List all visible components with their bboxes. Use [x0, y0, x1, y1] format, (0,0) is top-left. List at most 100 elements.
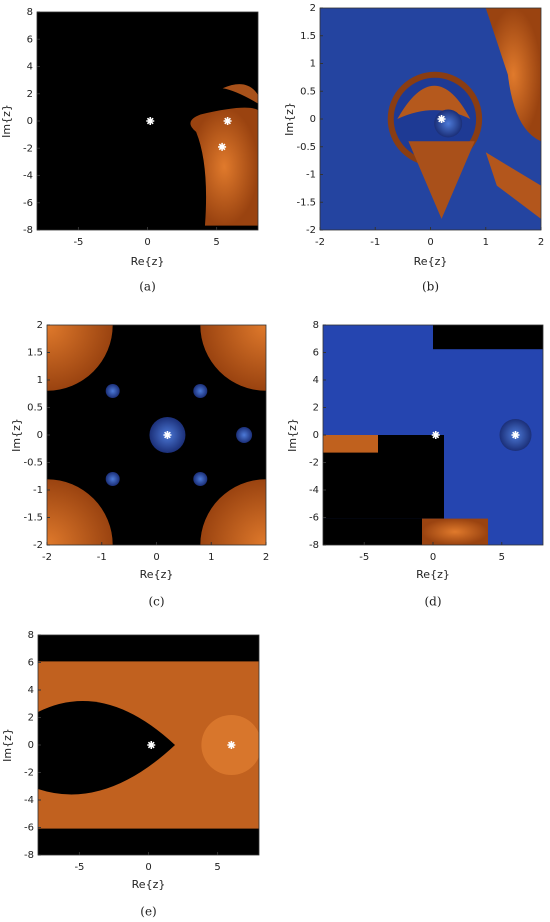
- x-axis-label: Re{z}: [416, 568, 450, 581]
- basin: [200, 479, 266, 545]
- y-tick-label: 0: [37, 430, 43, 441]
- basin: [105, 472, 120, 486]
- fixed-point-marker: [163, 431, 172, 439]
- basin: [485, 152, 541, 219]
- y-tick-label: 6: [27, 34, 33, 45]
- y-axis-label: Im{z}: [1, 728, 14, 762]
- x-tick-label: 0: [153, 552, 159, 563]
- y-tick-label: 4: [28, 685, 34, 696]
- fixed-point-marker: [147, 741, 156, 749]
- x-tick-label: 5: [499, 552, 505, 563]
- panel-label: (c): [148, 595, 164, 609]
- panel: -5 0 5 -8 -6 -4 -2 0 2 4 6 8 Re{z} Im{z} (a): [0, 7, 259, 294]
- basin: [105, 384, 120, 398]
- y-tick-label: -0.5: [23, 458, 43, 469]
- x-axis-label: Re{z}: [131, 255, 165, 268]
- panel-label: (a): [139, 280, 156, 294]
- x-tick-label: -5: [73, 237, 83, 248]
- x-tick-label: 2: [263, 552, 269, 563]
- x-tick-label: 1: [208, 552, 214, 563]
- basin: [408, 141, 475, 219]
- y-tick-label: -0.5: [296, 142, 316, 153]
- x-tick-label: -2: [42, 552, 52, 563]
- x-tick-label: 5: [213, 237, 219, 248]
- basin: [47, 325, 113, 391]
- y-tick-label: 4: [27, 62, 33, 73]
- y-axis-label: Im{z}: [10, 418, 23, 452]
- y-tick-label: -2: [309, 458, 319, 469]
- y-tick-label: -2: [23, 143, 33, 154]
- y-tick-label: 8: [27, 7, 33, 18]
- basin: [47, 479, 113, 545]
- y-tick-label: 1.5: [27, 348, 43, 359]
- y-axis-label: Im{z}: [286, 418, 299, 452]
- basin: [193, 384, 208, 398]
- x-tick-label: -5: [74, 862, 84, 873]
- y-tick-label: -1.5: [23, 513, 43, 524]
- y-tick-label: 0: [28, 740, 34, 751]
- basin: [433, 325, 543, 350]
- y-tick-label: 0: [313, 430, 319, 441]
- y-tick-label: -2: [24, 768, 34, 779]
- y-tick-label: 2: [313, 403, 319, 414]
- x-tick-label: -5: [359, 552, 369, 563]
- y-tick-label: 2: [37, 320, 43, 331]
- fixed-point-marker: [146, 117, 155, 125]
- basin: [38, 701, 176, 795]
- y-tick-label: 0: [310, 114, 316, 125]
- x-tick-label: 0: [145, 862, 151, 873]
- y-tick-label: 0.5: [300, 86, 316, 97]
- x-tick-label: 0: [427, 237, 433, 248]
- y-tick-label: -2: [33, 540, 43, 551]
- basin-image: [37, 12, 258, 230]
- y-tick-label: 8: [313, 320, 319, 331]
- y-tick-label: 1: [310, 59, 316, 70]
- fixed-point-marker: [431, 431, 440, 439]
- y-tick-label: 4: [313, 375, 319, 386]
- panel: -2 -1 0 1 2 -2 -1.5 -1 -0.5 0 0.5 1 1.5 2 Re{z} Im{z} (c…: [10, 320, 269, 609]
- x-axis-label: Re{z}: [132, 878, 166, 891]
- panel: -5 0 5 -8 -6 -4 -2 0 2 4 6 8 Re{z} Im{z} (d): [286, 320, 544, 609]
- panel-label: (e): [140, 905, 156, 919]
- y-axis-label: Im{z}: [0, 104, 13, 138]
- x-tick-label: 2: [538, 237, 544, 248]
- x-tick-label: 0: [430, 552, 436, 563]
- fixed-point-marker: [511, 431, 520, 439]
- basin: [193, 472, 208, 486]
- y-tick-label: -4: [24, 795, 34, 806]
- y-tick-label: -8: [23, 225, 33, 236]
- panel-label: (d): [424, 595, 441, 609]
- y-tick-label: -4: [309, 485, 319, 496]
- y-tick-label: -6: [309, 513, 319, 524]
- basin: [38, 635, 259, 662]
- y-tick-label: 2: [310, 3, 316, 14]
- y-tick-label: -4: [23, 171, 33, 182]
- fixed-point-marker: [227, 741, 236, 749]
- panel: -5 0 5 -8 -6 -4 -2 0 2 4 6 8 Re{z} Im{z} (e): [1, 630, 260, 919]
- y-tick-label: -2: [306, 225, 316, 236]
- y-tick-label: 2: [27, 89, 33, 100]
- fixed-point-marker: [437, 115, 446, 123]
- y-tick-label: 2: [28, 713, 34, 724]
- y-tick-label: 6: [313, 348, 319, 359]
- x-tick-label: -1: [97, 552, 107, 563]
- panel-label: (b): [422, 280, 439, 294]
- y-tick-label: -1.5: [296, 197, 316, 208]
- basin: [422, 518, 488, 545]
- y-tick-label: -6: [23, 198, 33, 209]
- y-tick-label: -1: [33, 485, 43, 496]
- fixed-point-marker: [218, 142, 227, 151]
- x-axis-label: Re{z}: [414, 255, 448, 268]
- basin-image: [320, 8, 541, 230]
- y-tick-label: -6: [24, 823, 34, 834]
- basin: [434, 109, 463, 138]
- x-tick-label: -1: [370, 237, 380, 248]
- y-axis-label: Im{z}: [283, 102, 296, 136]
- y-tick-label: -8: [24, 850, 34, 861]
- y-tick-label: 1: [37, 375, 43, 386]
- basin: [38, 828, 259, 855]
- basin: [222, 84, 258, 104]
- x-tick-label: -2: [315, 237, 325, 248]
- x-tick-label: 1: [483, 237, 489, 248]
